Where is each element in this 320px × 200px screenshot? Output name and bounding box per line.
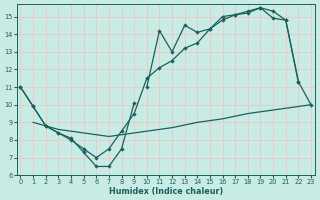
X-axis label: Humidex (Indice chaleur): Humidex (Indice chaleur) — [108, 187, 223, 196]
